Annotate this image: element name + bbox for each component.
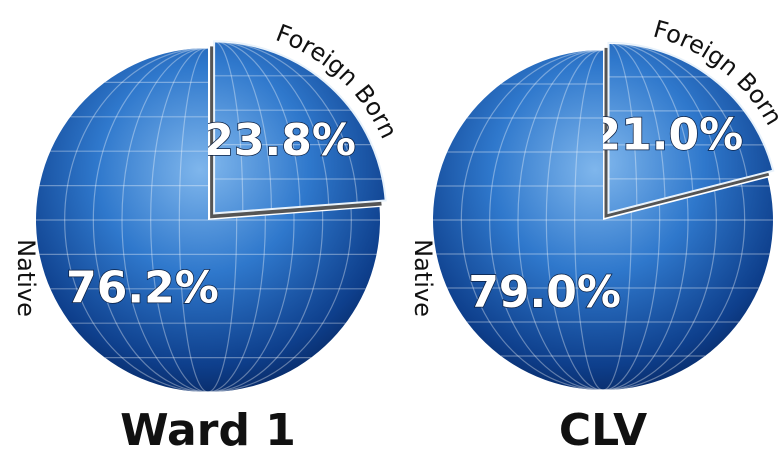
slice-group: 79.0% Native <box>409 50 773 390</box>
graticule <box>36 48 380 393</box>
category-label: Native <box>12 239 40 317</box>
category-label: Native <box>409 239 437 317</box>
chart-title: Ward 1 <box>120 405 296 456</box>
pie-slice <box>35 48 380 393</box>
meridian <box>574 50 632 390</box>
meridian <box>92 48 324 393</box>
meridian <box>460 50 746 390</box>
pie-chart: 21.0%Foreign Born 79.0% Native CLV <box>409 15 778 456</box>
chart-title: CLV <box>559 405 647 456</box>
meridian <box>64 48 352 393</box>
value-label: 21.0% <box>591 110 744 161</box>
pie-slice <box>213 40 387 215</box>
slice-group: 23.8%Foreign Born <box>203 19 403 219</box>
graticule <box>214 41 386 214</box>
meridian <box>517 50 689 390</box>
value-label: 23.8% <box>203 115 356 166</box>
meridian <box>489 50 717 390</box>
meridian <box>121 48 295 393</box>
meridian <box>178 48 238 393</box>
pie-slice <box>433 50 773 390</box>
graticule <box>608 42 774 213</box>
value-label: 79.0% <box>468 267 621 318</box>
slice-group: 76.2% Native <box>12 48 380 393</box>
graticule <box>433 50 773 390</box>
pie-chart: 23.8%Foreign Born 76.2% Native Ward 1 <box>12 19 403 456</box>
meridian <box>150 48 266 393</box>
pie-slice <box>607 41 775 215</box>
meridian <box>545 50 661 390</box>
slice-group: 21.0%Foreign Born <box>590 15 778 218</box>
value-label: 76.2% <box>66 263 219 314</box>
